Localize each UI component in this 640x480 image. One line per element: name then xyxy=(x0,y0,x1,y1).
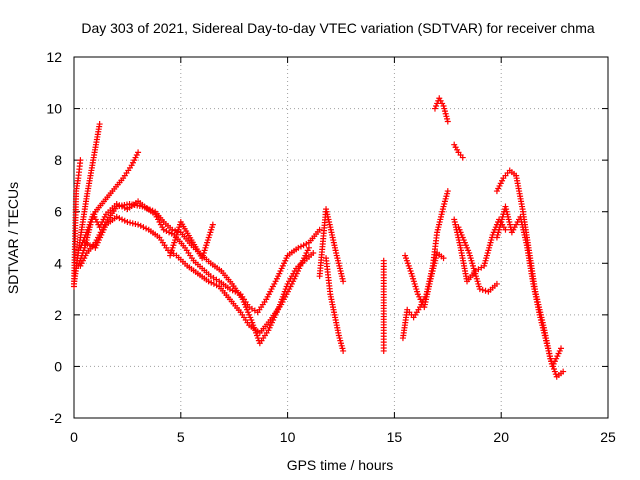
data-point xyxy=(127,219,134,226)
series-track-14 xyxy=(451,141,466,161)
series-track-1 xyxy=(71,121,103,287)
y-tick-label: 6 xyxy=(54,204,62,220)
y-tick-label: 12 xyxy=(46,49,62,65)
series-track-4 xyxy=(77,198,323,316)
data-point xyxy=(502,226,509,233)
x-tick-label: 5 xyxy=(177,429,185,445)
data-point xyxy=(143,225,150,232)
series-track-10 xyxy=(380,257,387,354)
data-point xyxy=(210,280,217,287)
y-tick-label: 8 xyxy=(54,152,62,168)
data-point xyxy=(96,121,103,128)
data-point xyxy=(166,229,173,236)
data-point xyxy=(119,216,126,223)
data-point xyxy=(81,239,88,246)
series-track-12 xyxy=(402,249,447,311)
series-track-8 xyxy=(316,206,347,285)
data-point xyxy=(140,224,147,231)
data-point xyxy=(135,149,142,156)
series-track-2 xyxy=(71,157,84,290)
data-point xyxy=(295,244,302,251)
y-tick-label: 0 xyxy=(54,358,62,374)
series-track-16 xyxy=(455,224,500,295)
y-tick-label: 2 xyxy=(54,307,62,323)
data-point xyxy=(310,249,317,256)
series-track-13 xyxy=(431,95,451,125)
data-point xyxy=(476,286,483,293)
data-point xyxy=(169,226,176,233)
data-point xyxy=(459,154,466,161)
data-point xyxy=(113,213,120,220)
data-point xyxy=(560,368,567,375)
data-point xyxy=(163,228,170,235)
data-point xyxy=(297,243,304,250)
data-point xyxy=(213,282,220,289)
y-tick-label: 10 xyxy=(46,101,62,117)
x-axis-label: GPS time / hours xyxy=(287,457,394,473)
data-point xyxy=(305,244,312,251)
data-point xyxy=(121,217,128,224)
data-point xyxy=(340,347,347,354)
axis-ticks xyxy=(73,56,609,419)
x-tick-label: 0 xyxy=(70,429,78,445)
data-point xyxy=(482,287,489,294)
tick-labels: 0 5 10 15 20 25 -2 0 2 4 6 8 10 12 xyxy=(46,49,616,445)
data-point xyxy=(84,240,91,247)
series-track-18 xyxy=(493,203,565,370)
data-point xyxy=(208,279,215,286)
data-point xyxy=(77,157,84,164)
series-track-6 xyxy=(77,200,317,347)
data-point xyxy=(479,286,486,293)
data-point xyxy=(129,220,136,227)
y-tick-label: 4 xyxy=(54,255,62,271)
data-point xyxy=(493,280,500,287)
data-point xyxy=(316,226,323,233)
data-point xyxy=(132,220,139,227)
y-axis-label: SDTVAR / TECUs xyxy=(5,182,21,294)
data-point xyxy=(209,221,216,228)
data-point xyxy=(380,347,387,354)
data-point xyxy=(558,345,565,352)
x-tick-label: 10 xyxy=(280,429,296,445)
x-tick-label: 25 xyxy=(600,429,616,445)
data-point xyxy=(340,278,347,285)
data-points xyxy=(71,95,567,380)
series-track-7 xyxy=(167,219,216,262)
data-point xyxy=(137,222,144,229)
data-point xyxy=(444,118,451,125)
data-point xyxy=(226,286,233,293)
y-tick-label: -2 xyxy=(50,410,63,426)
grid xyxy=(74,57,608,418)
series-track-5 xyxy=(81,213,312,336)
data-point xyxy=(300,242,307,249)
data-point xyxy=(303,240,310,247)
data-point xyxy=(205,278,212,285)
x-tick-label: 20 xyxy=(493,429,509,445)
x-tick-label: 15 xyxy=(387,429,403,445)
data-point xyxy=(116,215,123,222)
data-point xyxy=(135,221,142,228)
plot-frame xyxy=(73,56,609,419)
data-point xyxy=(444,188,451,195)
series-track-9 xyxy=(323,255,347,354)
data-point xyxy=(440,255,447,262)
chart-title: Day 303 of 2021, Sidereal Day-to-day VTE… xyxy=(81,20,594,36)
data-point xyxy=(124,219,131,226)
data-point xyxy=(160,226,167,233)
